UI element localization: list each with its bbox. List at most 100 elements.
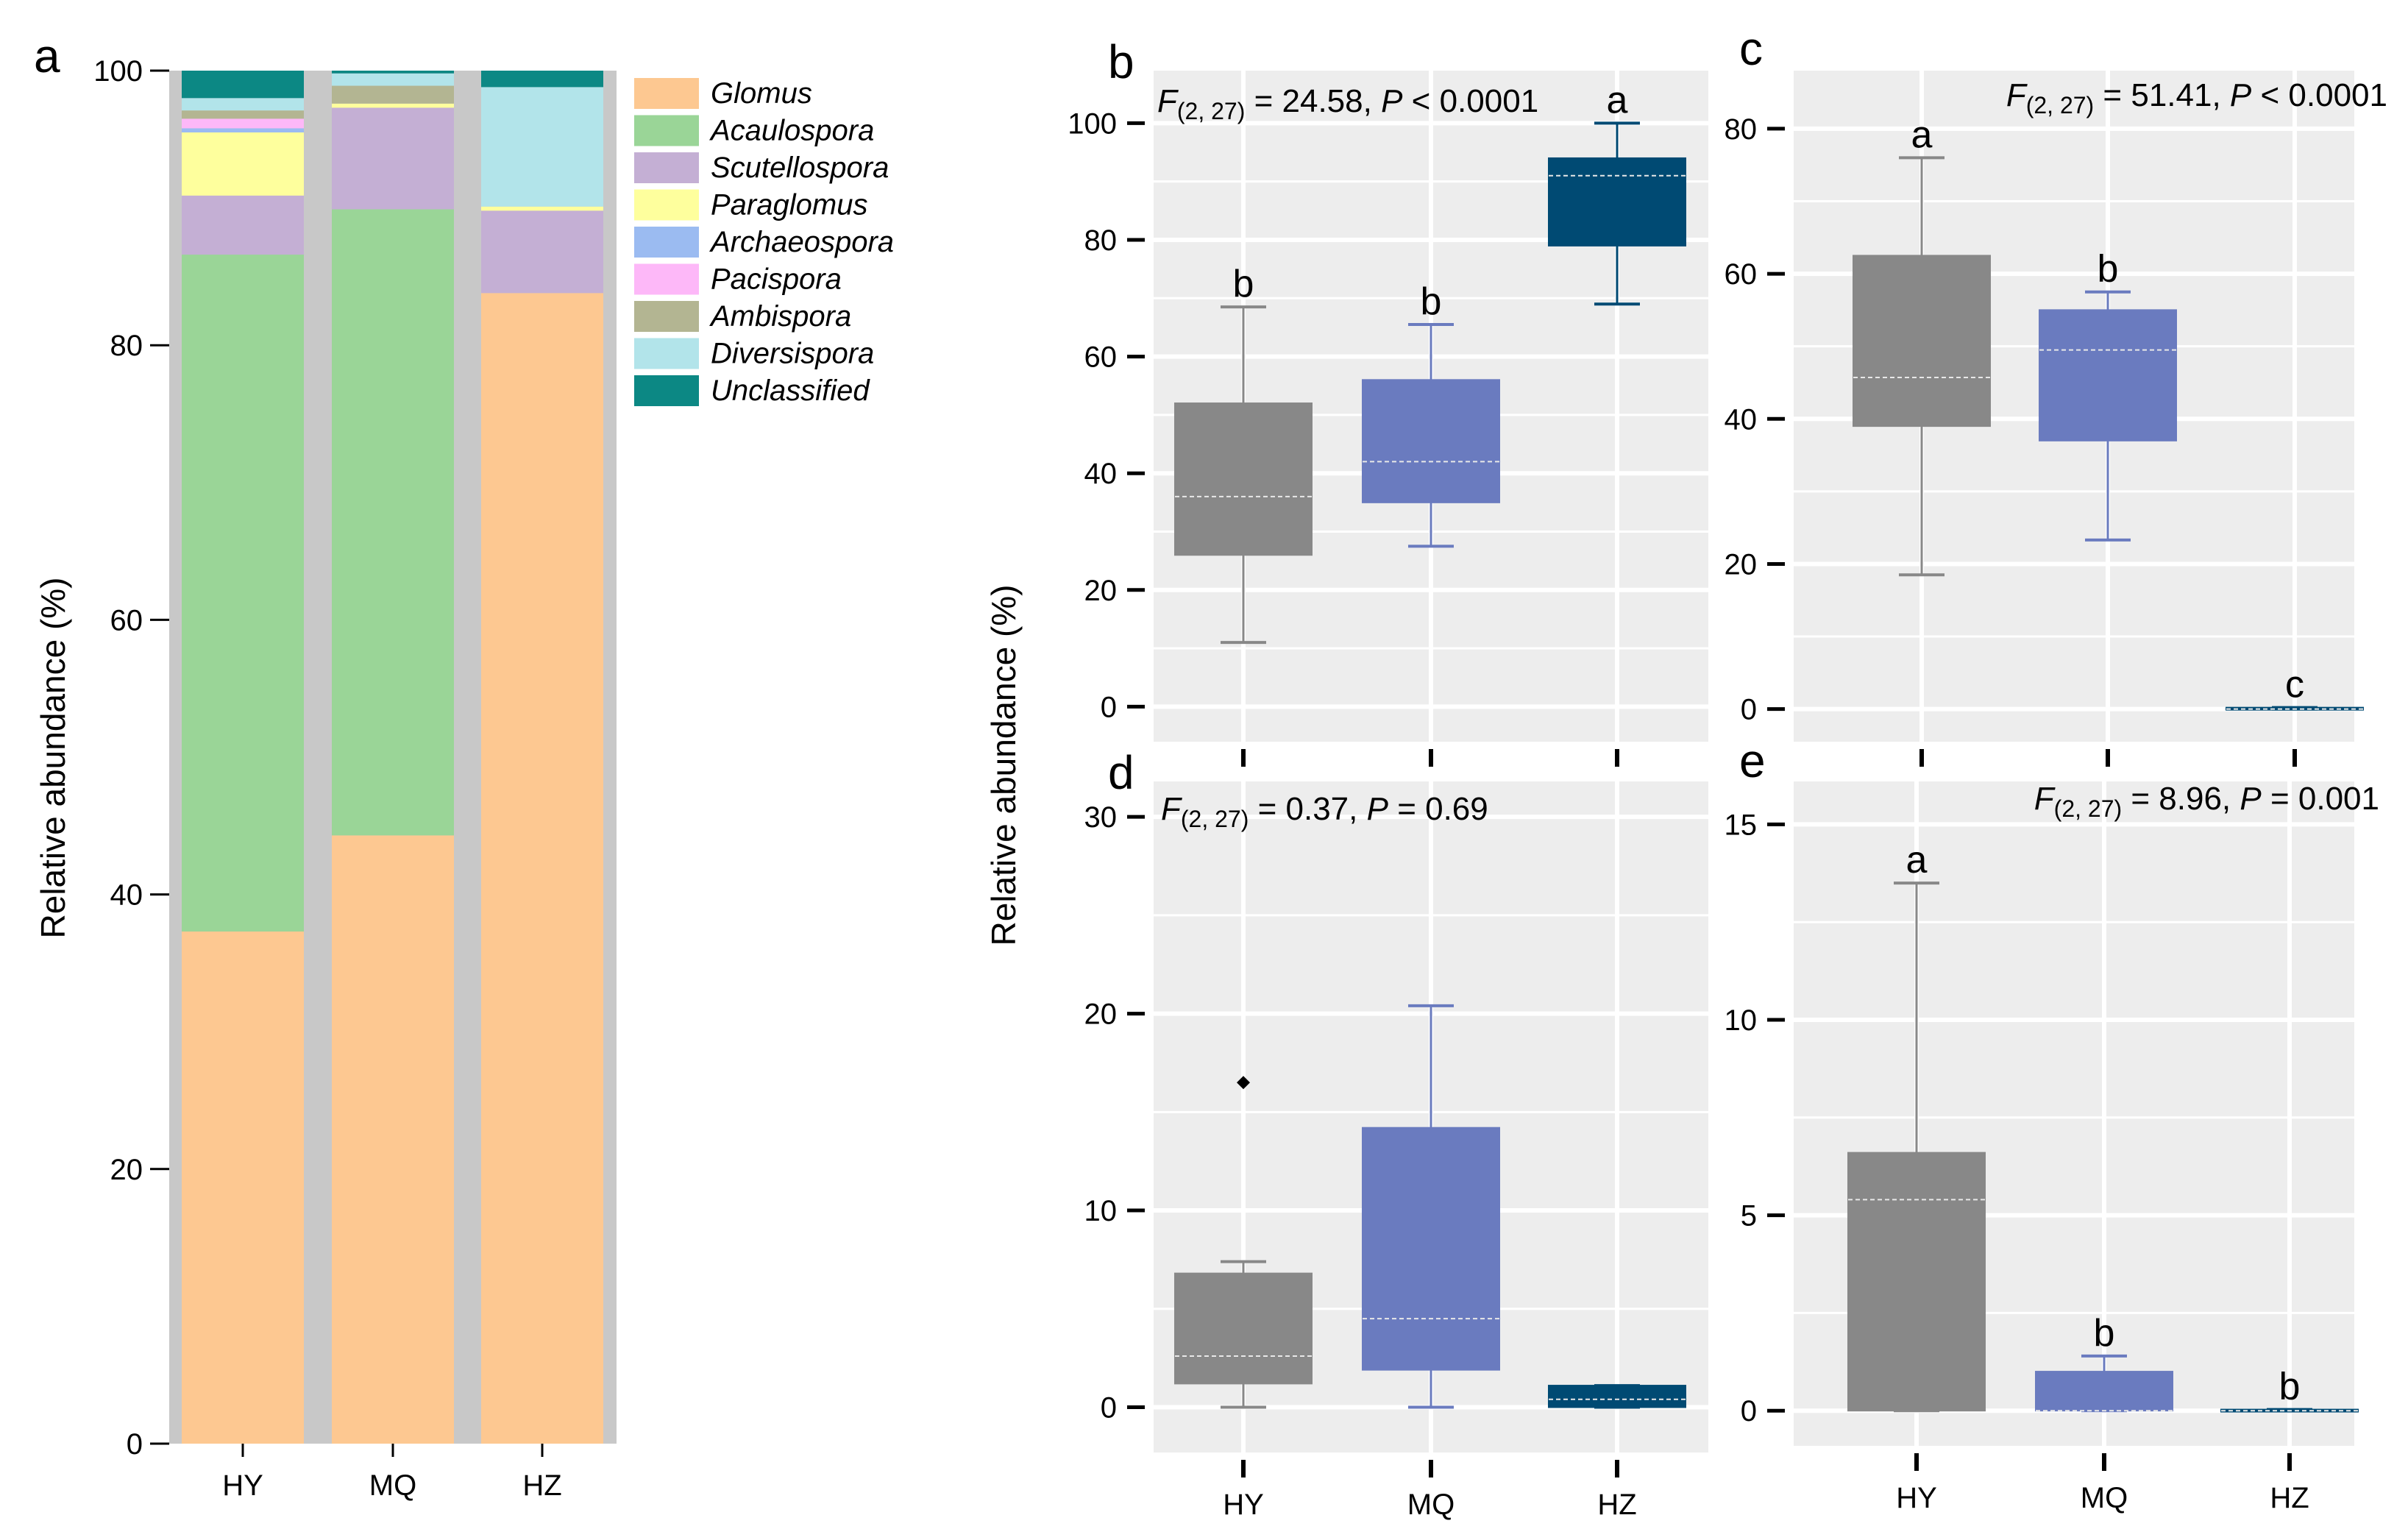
stat-val: = 24.58, (1245, 83, 1381, 119)
panel-a-xtick-label: HY (222, 1469, 263, 1502)
box-mq (1362, 1004, 1500, 1409)
panel-letter-c: c (1739, 22, 1763, 75)
panel-c-ytick-label: 60 (1725, 258, 1758, 291)
panel-c-ytick-label: 80 (1725, 113, 1758, 146)
panel-b-ytick-label: 0 (1101, 691, 1117, 723)
bar-hz-scutellospora (481, 210, 603, 294)
box-iqr (2035, 1371, 2173, 1412)
outlier-point (1237, 1076, 1250, 1090)
bar-hy-pacispora (182, 118, 304, 129)
panel-a-ytick-label: 80 (110, 330, 143, 362)
box-hz (1548, 1384, 1686, 1409)
legend-label: Paraglomus (711, 189, 867, 221)
panel-e-xtick-label: HY (1896, 1482, 1937, 1514)
bar-hz-glomus (481, 293, 603, 1444)
panel-b: 0 20 40 60 80 100 b b a F(2, 27) = 24.58, P < 0.0… (1068, 35, 1708, 767)
bar-mq-unclassified (332, 71, 454, 74)
legend-label: Scutellospora (711, 152, 889, 184)
significance-letter: c (2285, 664, 2304, 706)
legend-label: Acaulospora (709, 115, 874, 147)
significance-letter: a (1607, 79, 1628, 121)
significance-letter: b (2098, 248, 2119, 291)
bar-hy-scutellospora (182, 195, 304, 255)
bar-mq-glomus (332, 835, 454, 1444)
panel-e-stat: F(2, 27) = 8.96, P = 0.001 (2034, 781, 2379, 822)
bar-mq-diversispora (332, 73, 454, 86)
box-mq: b (1362, 280, 1500, 548)
stat-p: P (2240, 781, 2262, 817)
box-hy: b (1174, 263, 1313, 645)
stat-sub: (2, 27) (1177, 98, 1245, 124)
bar-hy-unclassified (182, 71, 304, 99)
box-hz: c (2226, 664, 2364, 711)
bar-mq-scutellospora (332, 107, 454, 210)
legend-label: Glomus (711, 77, 812, 110)
panel-d: 0 10 20 30 HY MQ HZ F(2, 27) = 0.37, P = 0.69 d (1084, 746, 1708, 1521)
stat-f: F (2006, 77, 2028, 113)
panel-a-ytick-label: 60 (110, 604, 143, 636)
legend-label: Ambispora (709, 300, 851, 333)
shared-ylabel: Relative abundance (%) (984, 585, 1023, 946)
legend-label: Pacispora (711, 263, 842, 296)
significance-letter: a (1911, 113, 1933, 156)
panel-d-ytick-label: 20 (1084, 998, 1118, 1031)
bar-hy-glomus (182, 931, 304, 1444)
stat-rest: = 0.69 (1388, 791, 1488, 827)
bar-hy-diversispora (182, 98, 304, 111)
box-iqr (1174, 1272, 1313, 1385)
legend-swatch (634, 227, 699, 258)
panel-a-ytick-label: 0 (127, 1428, 143, 1461)
panel-letter-b: b (1108, 35, 1134, 88)
panel-b-ytick-label: 100 (1068, 107, 1117, 140)
stat-p: P (1367, 791, 1389, 827)
legend-swatch (634, 338, 699, 369)
box-mq: b (2035, 1312, 2173, 1413)
box-iqr (1847, 1152, 1986, 1412)
box-hy (1174, 1076, 1313, 1409)
stat-val: = 0.37, (1249, 791, 1366, 827)
bar-hy-paraglomus (182, 132, 304, 196)
legend-label: Diversispora (711, 338, 874, 370)
stat-sub: (2, 27) (1181, 806, 1249, 832)
legend-label: Archaeospora (709, 226, 894, 258)
box-hy: a (1847, 839, 1986, 1413)
bar-mq-acaulospora (332, 209, 454, 836)
box-iqr (1362, 1127, 1500, 1371)
legend-swatch (634, 189, 699, 221)
bar-hy-ambispora (182, 110, 304, 119)
stat-sub: (2, 27) (2026, 92, 2094, 118)
significance-letter: a (1906, 839, 1928, 881)
legend-swatch (634, 78, 699, 109)
panel-letter-e: e (1739, 734, 1766, 787)
stat-sub: (2, 27) (2054, 795, 2122, 822)
stat-val: = 8.96, (2122, 781, 2240, 817)
panel-d-ytick-label: 30 (1084, 801, 1118, 834)
panel-d-xtick-label: HZ (1597, 1489, 1636, 1521)
significance-letter: b (2279, 1366, 2301, 1408)
box-iqr (1548, 157, 1686, 246)
significance-letter: b (2094, 1312, 2115, 1355)
box-iqr (1174, 402, 1313, 556)
box-iqr (1853, 255, 1991, 428)
legend-swatch (634, 152, 699, 183)
panel-e-ytick-label: 0 (1741, 1395, 1757, 1427)
panel-b-ytick-label: 40 (1084, 458, 1118, 490)
panel-e-xtick-label: HZ (2270, 1482, 2309, 1514)
significance-letter: b (1421, 280, 1442, 323)
stat-f: F (1157, 83, 1179, 119)
legend: Glomus Acaulospora Scutellospora Paraglomus… (634, 77, 894, 407)
panel-letter-a: a (34, 29, 60, 82)
panel-a-ytick-label: 20 (110, 1154, 143, 1186)
legend-swatch (634, 115, 699, 146)
panel-e-ytick-label: 15 (1725, 809, 1758, 841)
panel-a-ytick-label: 100 (93, 55, 143, 88)
panel-a-xtick-label: MQ (369, 1469, 416, 1502)
panel-d-ytick-label: 0 (1101, 1391, 1117, 1424)
bar-hz-paraglomus (481, 206, 603, 211)
box-iqr (2039, 309, 2177, 441)
significance-letter: b (1233, 263, 1254, 305)
panel-b-ytick-label: 80 (1084, 224, 1118, 257)
panel-c-stat: F(2, 27) = 51.41, P < 0.0001 (2006, 77, 2387, 118)
panel-a-ylabel: Relative abundance (%) (34, 578, 72, 939)
